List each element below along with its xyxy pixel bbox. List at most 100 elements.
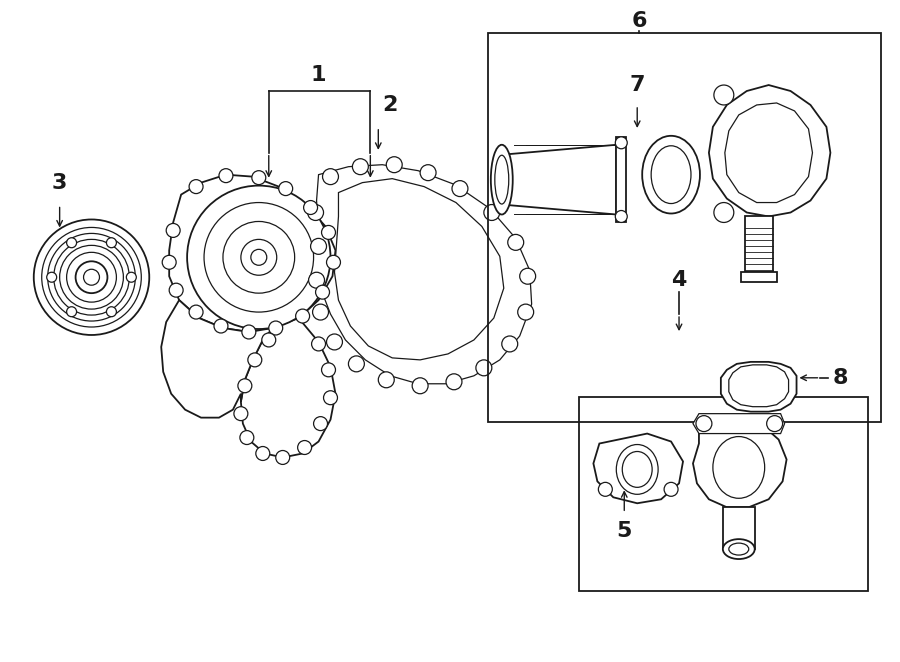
Circle shape	[313, 416, 328, 430]
Circle shape	[269, 321, 283, 335]
Circle shape	[664, 483, 678, 496]
Polygon shape	[745, 216, 772, 272]
Circle shape	[234, 406, 248, 420]
Polygon shape	[317, 165, 532, 384]
Ellipse shape	[723, 539, 755, 559]
Circle shape	[323, 391, 338, 404]
Circle shape	[322, 169, 338, 185]
Circle shape	[189, 179, 203, 193]
Circle shape	[242, 325, 256, 339]
Circle shape	[616, 137, 627, 149]
Circle shape	[309, 272, 325, 288]
Circle shape	[767, 416, 783, 432]
Polygon shape	[709, 85, 831, 216]
Circle shape	[162, 256, 176, 269]
Circle shape	[598, 483, 612, 496]
Circle shape	[166, 224, 180, 238]
Ellipse shape	[616, 444, 658, 495]
Circle shape	[353, 159, 368, 175]
Circle shape	[518, 304, 534, 320]
Circle shape	[412, 378, 428, 394]
Circle shape	[327, 334, 343, 350]
Circle shape	[303, 201, 318, 214]
Circle shape	[214, 319, 228, 333]
Circle shape	[311, 337, 326, 351]
Circle shape	[312, 304, 328, 320]
Circle shape	[54, 240, 130, 315]
Circle shape	[296, 309, 310, 323]
Circle shape	[519, 268, 536, 284]
Circle shape	[308, 205, 323, 220]
Circle shape	[67, 252, 116, 302]
Polygon shape	[723, 507, 755, 549]
Text: 1: 1	[310, 65, 327, 85]
Polygon shape	[721, 362, 796, 412]
Circle shape	[508, 234, 524, 250]
Circle shape	[48, 234, 135, 321]
Ellipse shape	[495, 156, 508, 204]
Ellipse shape	[652, 146, 691, 203]
Circle shape	[126, 272, 136, 282]
Circle shape	[321, 363, 336, 377]
Text: 5: 5	[616, 521, 632, 541]
Text: 6: 6	[632, 11, 647, 31]
Circle shape	[348, 356, 364, 372]
Ellipse shape	[491, 145, 513, 214]
Polygon shape	[724, 103, 813, 203]
Ellipse shape	[729, 543, 749, 555]
Polygon shape	[616, 137, 626, 222]
Text: 8: 8	[832, 368, 848, 388]
Circle shape	[204, 203, 313, 312]
Polygon shape	[593, 434, 683, 503]
Circle shape	[256, 446, 270, 461]
Ellipse shape	[643, 136, 700, 214]
Polygon shape	[241, 318, 336, 457]
Polygon shape	[161, 300, 273, 418]
Circle shape	[275, 451, 290, 465]
Circle shape	[321, 226, 336, 240]
Circle shape	[714, 85, 734, 105]
Polygon shape	[741, 272, 777, 282]
Circle shape	[316, 285, 329, 299]
Circle shape	[476, 360, 491, 376]
Circle shape	[484, 205, 500, 220]
Circle shape	[420, 165, 436, 181]
Ellipse shape	[713, 436, 765, 498]
Bar	[580, 397, 868, 591]
Circle shape	[106, 238, 116, 248]
Bar	[488, 33, 881, 422]
Circle shape	[616, 211, 627, 222]
Polygon shape	[335, 179, 504, 360]
Circle shape	[279, 181, 292, 195]
Circle shape	[378, 372, 394, 388]
Circle shape	[251, 250, 266, 265]
Circle shape	[252, 171, 266, 185]
Text: 7: 7	[629, 75, 645, 95]
Circle shape	[262, 333, 275, 347]
Circle shape	[169, 283, 183, 297]
Text: 3: 3	[52, 173, 68, 193]
Circle shape	[386, 157, 402, 173]
Circle shape	[67, 238, 76, 248]
Polygon shape	[729, 365, 788, 406]
Circle shape	[327, 256, 340, 269]
Text: 4: 4	[671, 270, 687, 290]
Circle shape	[240, 430, 254, 444]
Circle shape	[189, 305, 203, 319]
Circle shape	[446, 374, 462, 390]
Circle shape	[248, 353, 262, 367]
Text: 2: 2	[382, 95, 398, 115]
Circle shape	[452, 181, 468, 197]
Polygon shape	[169, 175, 336, 332]
Circle shape	[238, 379, 252, 393]
Polygon shape	[693, 414, 785, 434]
Circle shape	[47, 272, 57, 282]
Circle shape	[187, 185, 330, 329]
Circle shape	[223, 222, 294, 293]
Circle shape	[310, 238, 327, 254]
Circle shape	[76, 261, 107, 293]
Ellipse shape	[622, 451, 652, 487]
Circle shape	[106, 307, 116, 316]
Circle shape	[696, 416, 712, 432]
Circle shape	[219, 169, 233, 183]
